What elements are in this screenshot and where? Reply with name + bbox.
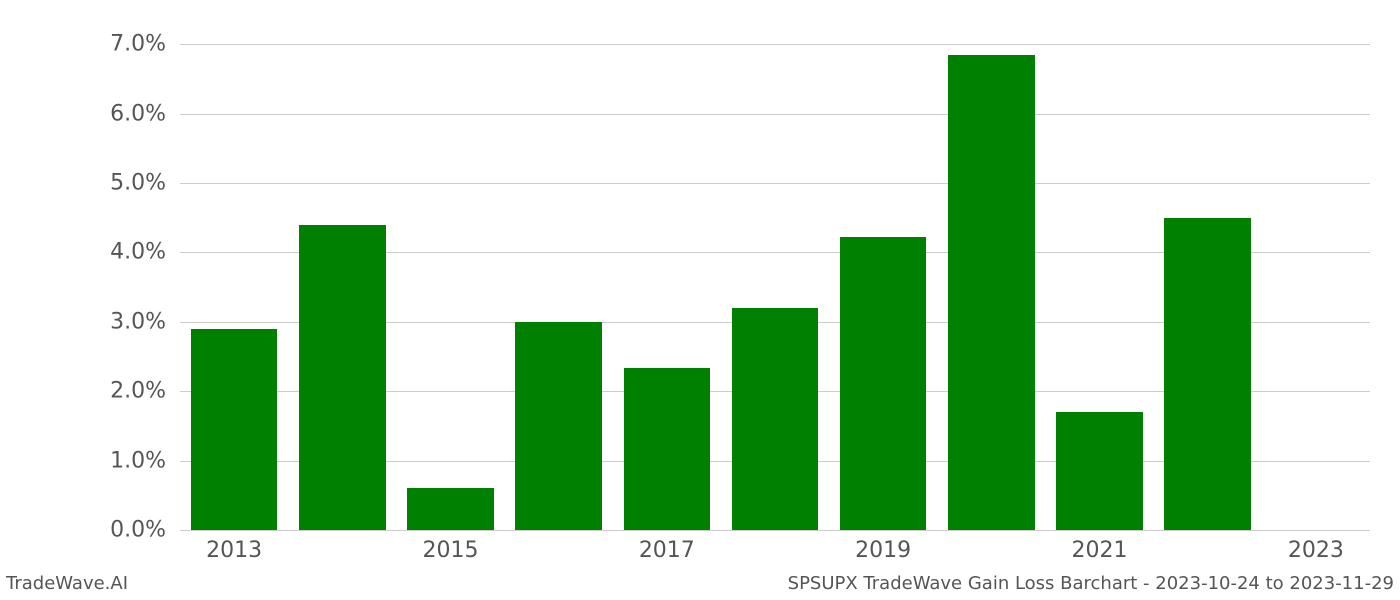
y-tick-label: 3.0% xyxy=(110,309,180,334)
x-tick-label: 2023 xyxy=(1288,530,1344,563)
bar xyxy=(948,55,1035,530)
bar xyxy=(299,225,386,530)
gridline xyxy=(180,44,1370,45)
gridline xyxy=(180,114,1370,115)
bar xyxy=(840,237,927,531)
x-tick-label: 2015 xyxy=(422,530,478,563)
plot-area: 0.0%1.0%2.0%3.0%4.0%5.0%6.0%7.0%20132015… xyxy=(180,20,1370,530)
bar xyxy=(1164,218,1251,530)
footer-right-text: SPSUPX TradeWave Gain Loss Barchart - 20… xyxy=(788,573,1394,594)
bar xyxy=(732,308,819,530)
y-tick-label: 5.0% xyxy=(110,171,180,196)
gridline xyxy=(180,530,1370,531)
y-tick-label: 0.0% xyxy=(110,518,180,543)
bar xyxy=(624,368,711,530)
x-tick-label: 2021 xyxy=(1072,530,1128,563)
footer-left-text: TradeWave.AI xyxy=(6,573,128,594)
bar xyxy=(515,322,602,530)
bar xyxy=(1056,412,1143,530)
x-tick-label: 2019 xyxy=(855,530,911,563)
x-tick-label: 2013 xyxy=(206,530,262,563)
y-tick-label: 6.0% xyxy=(110,101,180,126)
y-tick-label: 1.0% xyxy=(110,448,180,473)
y-tick-label: 2.0% xyxy=(110,379,180,404)
y-tick-label: 4.0% xyxy=(110,240,180,265)
bar xyxy=(407,488,494,530)
bar xyxy=(191,329,278,530)
y-tick-label: 7.0% xyxy=(110,32,180,57)
x-tick-label: 2017 xyxy=(639,530,695,563)
gridline xyxy=(180,183,1370,184)
chart-container: 0.0% 1.0% 2.0% 3.0% 4.0% 5.0% 6.0% 7.0% 2013 2015… xyxy=(0,0,1400,600)
